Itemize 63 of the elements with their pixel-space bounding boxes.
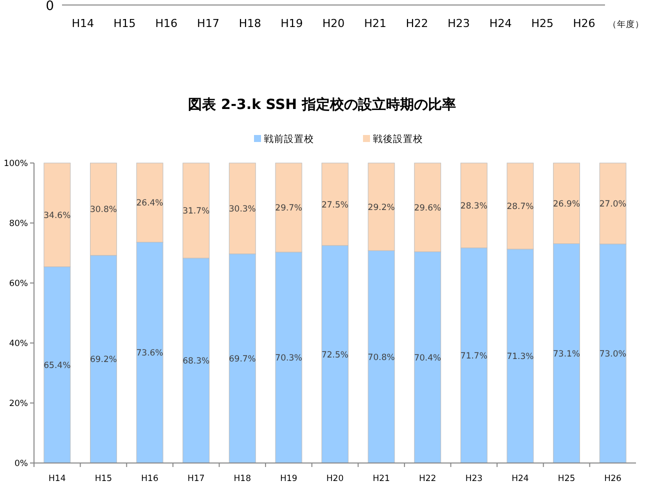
text: H16: [155, 17, 178, 30]
x-tick-label: H21: [372, 474, 390, 484]
data-label: 30.8%: [90, 205, 117, 216]
data-label: 73.1%: [553, 349, 580, 360]
x-tick-label: H24: [512, 474, 529, 484]
text: （年度）: [608, 19, 644, 30]
text: H22: [406, 17, 428, 30]
x-tick-label: H20: [326, 474, 344, 484]
chart-title: 図表 2-3.k SSH 指定校の設立時期の比率: [188, 96, 456, 113]
data-label: 28.3%: [460, 201, 488, 212]
x-tick-label: H25: [558, 474, 576, 484]
y-tick-label: 80%: [9, 219, 28, 229]
y-tick-label: 60%: [9, 279, 28, 289]
x-tick-label: H16: [141, 474, 158, 484]
y-tick-label: 20%: [9, 399, 28, 409]
data-label: 27.5%: [321, 200, 349, 210]
data-label: 73.6%: [136, 348, 164, 359]
text: H14: [72, 17, 94, 30]
legend-label: 戦前設置校: [264, 133, 314, 145]
legend-label: 戦後設置校: [373, 133, 423, 145]
data-label: 29.2%: [368, 202, 395, 213]
text: H23: [448, 17, 470, 30]
text: H17: [197, 17, 220, 30]
x-tick-label: H26: [604, 474, 622, 484]
data-label: 69.7%: [228, 354, 256, 364]
data-label: 65.4%: [44, 360, 71, 371]
data-label: 29.6%: [414, 203, 442, 214]
data-label: 28.7%: [506, 202, 534, 212]
text: H21: [364, 17, 386, 30]
text: H15: [114, 17, 136, 30]
text: H24: [489, 17, 512, 30]
data-label: 26.4%: [136, 198, 164, 209]
x-tick-label: H23: [465, 474, 483, 484]
data-label: 69.2%: [90, 355, 117, 366]
text: 0: [46, 0, 54, 14]
x-tick-label: H19: [280, 474, 298, 484]
text: H20: [322, 17, 345, 30]
data-label: 70.3%: [275, 354, 302, 364]
text: H26: [572, 17, 596, 30]
data-label: 73.0%: [599, 350, 626, 360]
x-tick-label: H18: [234, 474, 251, 484]
data-label: 34.6%: [44, 210, 71, 221]
data-label: 68.3%: [182, 356, 210, 367]
y-tick-label: 40%: [9, 339, 28, 349]
x-tick-label: H17: [187, 474, 205, 484]
data-label: 29.7%: [275, 204, 302, 214]
data-label: 26.9%: [553, 199, 580, 210]
text: H19: [280, 17, 303, 30]
y-tick-label: 0%: [14, 459, 28, 469]
data-label: 72.5%: [321, 350, 349, 360]
y-tick-label: 100%: [4, 159, 28, 169]
data-label: 70.8%: [368, 352, 395, 363]
data-label: 71.7%: [460, 351, 488, 362]
text: H18: [238, 17, 262, 30]
data-label: 70.4%: [414, 353, 442, 364]
x-tick-label: H22: [419, 474, 436, 484]
text: H25: [531, 17, 554, 30]
x-tick-label: H14: [48, 474, 66, 484]
x-tick-label: H15: [94, 474, 112, 484]
data-label: 27.0%: [599, 200, 626, 210]
data-label: 31.7%: [182, 206, 210, 217]
data-label: 71.3%: [506, 352, 534, 362]
data-label: 30.3%: [228, 204, 256, 214]
